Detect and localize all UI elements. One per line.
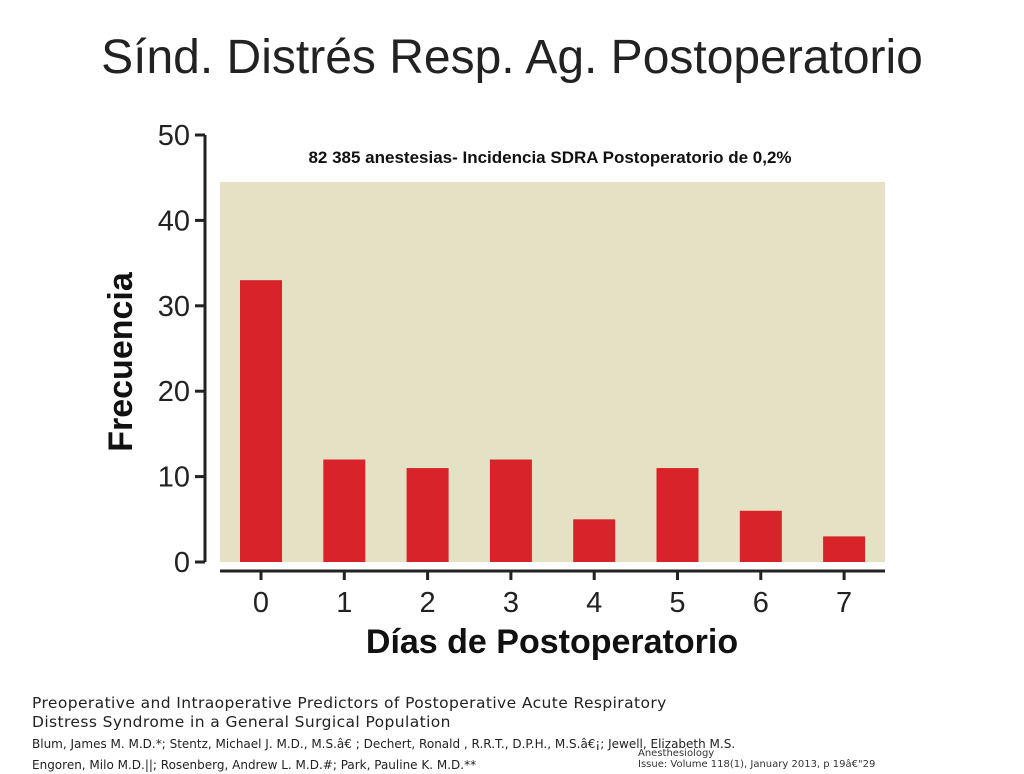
x-tick-label: 7 <box>836 587 852 619</box>
bar <box>406 468 449 562</box>
bar <box>823 536 866 562</box>
y-axis-label: Frecuencia <box>102 271 140 452</box>
y-tick-label: 50 <box>158 120 190 152</box>
bar <box>656 468 699 562</box>
x-axis-label: Días de Postoperatorio <box>366 623 738 661</box>
y-tick-label: 10 <box>158 462 190 494</box>
x-tick-label: 2 <box>420 587 436 619</box>
slide-title: Sínd. Distrés Resp. Ag. Postoperatorio <box>101 31 923 84</box>
bar <box>489 459 532 562</box>
x-tick-label: 4 <box>586 587 602 619</box>
bar <box>739 510 782 562</box>
journal-issue: Issue: Volume 118(1), January 2013, p 19… <box>638 759 876 770</box>
bar-chart: 0 10 20 30 40 50 0 1 2 3 4 5 6 7 82 385 anestesias- … <box>102 120 885 661</box>
bar <box>573 519 616 562</box>
x-tick-label: 6 <box>753 587 769 619</box>
y-tick-label: 0 <box>174 547 190 579</box>
plot-background <box>220 181 885 562</box>
bar <box>323 459 366 562</box>
bar <box>240 280 282 562</box>
chart-title: 82 385 anestesias- Incidencia SDRA Posto… <box>308 148 791 167</box>
x-tick-label: 3 <box>503 587 519 619</box>
x-tick-label: 1 <box>336 587 352 619</box>
x-tick-label: 5 <box>669 587 685 619</box>
y-tick-label: 20 <box>158 376 190 408</box>
x-tick-label: 0 <box>253 587 269 619</box>
journal-info: Anesthesiology Issue: Volume 118(1), Jan… <box>638 748 875 770</box>
journal-name: Anesthesiology <box>638 748 715 759</box>
y-tick-label: 30 <box>158 291 190 323</box>
paper-title-line-2: Distress Syndrome in a General Surgical … <box>32 713 451 731</box>
authors-line-1: Blum, James M. M.D.*; Stentz, Michael J.… <box>32 737 736 751</box>
paper-title-line-1: Preoperative and Intraoperative Predicto… <box>32 694 667 712</box>
y-tick-label: 40 <box>158 205 190 237</box>
citation: Preoperative and Intraoperative Predicto… <box>32 694 992 774</box>
